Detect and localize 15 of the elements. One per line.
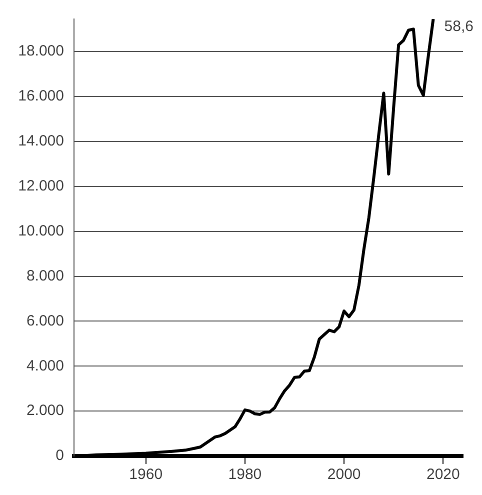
y-tick-label: 4.000 [26,357,64,374]
y-tick-label: 18.000 [18,42,64,60]
y-tick-label: 10.000 [18,222,64,240]
y-tick-label: 16.000 [18,88,64,105]
annotation: 58,6 [444,18,474,36]
y-tick-label: 8.000 [26,267,64,284]
y-tick-label: 2.000 [26,402,64,420]
y-tick-label: 14.000 [18,132,64,150]
x-tick-label: 2020 [426,466,460,484]
y-tick-label: 0 [56,447,64,464]
y-tick-label: 12.000 [18,178,64,195]
x-tick-label: 1980 [228,466,262,484]
x-tick-label: 1960 [129,466,163,484]
x-tick-label: 2000 [327,466,361,484]
y-tick-label: 6.000 [26,312,64,330]
